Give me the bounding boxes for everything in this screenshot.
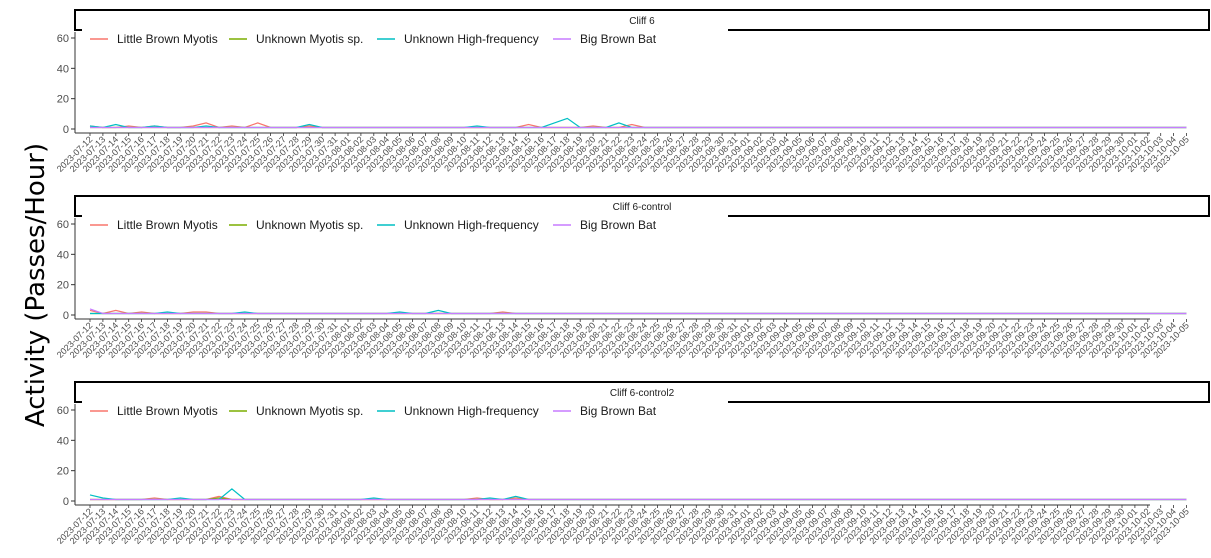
- legend-label: Little Brown Myotis: [117, 404, 218, 418]
- y-tick-label: 20: [57, 280, 69, 292]
- series-line-big-brown-bat: [89, 308, 1187, 315]
- legend-background: [82, 215, 728, 235]
- legend-background: [82, 401, 728, 421]
- legend-label: Unknown Myotis sp.: [256, 32, 363, 46]
- legend: Little Brown Myotis Unknown Myotis sp. Unk…: [82, 401, 728, 421]
- series-line-unknown-high-frequency: [89, 488, 1187, 501]
- legend: Little Brown Myotis Unknown Myotis sp. Unk…: [82, 215, 728, 235]
- panel-1: Cliff 602040602023-07-122023-07-132023-0…: [55, 9, 1210, 174]
- y-tick-label: 60: [57, 405, 69, 417]
- legend-label: Unknown Myotis sp.: [256, 404, 363, 418]
- legend-label: Big Brown Bat: [580, 218, 657, 232]
- y-tick-label: 0: [63, 124, 69, 136]
- legend-label: Big Brown Bat: [580, 404, 657, 418]
- y-tick-label: 60: [57, 33, 69, 45]
- legend-label: Little Brown Myotis: [117, 218, 218, 232]
- y-axis-title: Activity (Passes/Hour): [21, 143, 51, 427]
- y-tick-label: 20: [57, 466, 69, 478]
- legend-label: Big Brown Bat: [580, 32, 657, 46]
- y-tick-label: 20: [57, 94, 69, 106]
- legend-label: Unknown High-frequency: [404, 218, 539, 232]
- y-tick-label: 0: [63, 496, 69, 508]
- legend-label: Unknown High-frequency: [404, 32, 539, 46]
- y-tick-label: 40: [57, 63, 69, 75]
- y-tick-label: 0: [63, 310, 69, 322]
- legend-label: Unknown Myotis sp.: [256, 218, 363, 232]
- facet-title: Cliff 6: [629, 16, 655, 27]
- series-line-little-brown-myotis: [89, 122, 1187, 129]
- legend-label: Little Brown Myotis: [117, 32, 218, 46]
- y-tick-label: 40: [57, 435, 69, 447]
- legend: Little Brown Myotis Unknown Myotis sp. Unk…: [82, 29, 728, 49]
- panel-3: Cliff 6-control202040602023-07-122023-07…: [55, 381, 1210, 546]
- y-tick-label: 60: [57, 219, 69, 231]
- legend-background: [82, 29, 728, 49]
- facet-title: Cliff 6-control: [613, 202, 672, 213]
- panels: Cliff 602040602023-07-122023-07-132023-0…: [55, 9, 1210, 546]
- panel-2: Cliff 6-control02040602023-07-122023-07-…: [55, 195, 1210, 360]
- facet-title: Cliff 6-control2: [610, 388, 675, 399]
- legend-label: Unknown High-frequency: [404, 404, 539, 418]
- y-tick-label: 40: [57, 249, 69, 261]
